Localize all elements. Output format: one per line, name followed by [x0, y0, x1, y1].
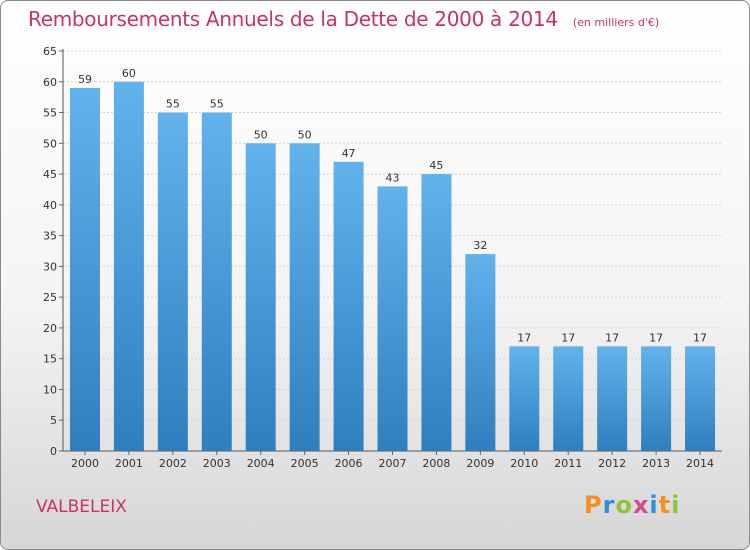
data-label: 55 — [210, 98, 224, 111]
y-tick-label: 55 — [43, 107, 57, 120]
y-tick-label: 30 — [43, 260, 57, 273]
bar-layer — [69, 81, 716, 452]
label-layer: 59 60 55 55 50 50 47 43 45 32 17 17 17 17 17 — [78, 67, 707, 345]
x-tick-label: 2013 — [642, 457, 670, 470]
chart-title: Remboursements Annuels de la Dette de 20… — [28, 7, 558, 31]
y-tick-label: 25 — [43, 291, 57, 304]
data-label: 59 — [78, 73, 92, 86]
brand-letter: i — [649, 491, 659, 519]
y-tick-label: 35 — [43, 230, 57, 243]
data-label: 17 — [649, 331, 663, 344]
brand-letter: x — [632, 491, 650, 519]
bar — [113, 81, 144, 452]
y-tick-label: 40 — [43, 199, 57, 212]
commune-name: VALBELEIX — [36, 497, 127, 517]
x-tick-label: 2011 — [554, 457, 582, 470]
x-tick-label: 2000 — [71, 457, 99, 470]
x-tick-label: 2005 — [291, 457, 319, 470]
brand-letter: t — [658, 491, 672, 519]
bar — [377, 186, 408, 451]
y-tick-label: 5 — [50, 414, 57, 427]
bar — [69, 87, 100, 451]
bar — [553, 346, 584, 451]
title-row: Remboursements Annuels de la Dette de 20… — [28, 7, 659, 31]
y-tick-label: 60 — [43, 76, 57, 89]
bar — [201, 112, 232, 452]
data-label: 60 — [122, 67, 136, 80]
y-tick-label: 20 — [43, 322, 57, 335]
data-label: 50 — [298, 128, 312, 141]
data-label: 45 — [429, 159, 443, 172]
bar — [333, 161, 364, 451]
x-tick-label: 2003 — [203, 457, 231, 470]
x-tick-label: 2010 — [510, 457, 538, 470]
bar — [641, 346, 672, 451]
y-tick-label: 0 — [50, 445, 57, 458]
data-label: 32 — [473, 239, 487, 252]
data-label: 43 — [386, 171, 400, 184]
data-label: 17 — [561, 331, 575, 344]
y-tick-label: 50 — [43, 137, 57, 150]
x-tick-label: 2012 — [598, 457, 626, 470]
data-label: 17 — [605, 331, 619, 344]
bar — [685, 346, 716, 451]
data-label: 55 — [166, 98, 180, 111]
bar — [597, 346, 628, 451]
x-tick-label: 2004 — [247, 457, 275, 470]
data-label: 17 — [693, 331, 707, 344]
bar — [289, 143, 320, 452]
brand-letter: i — [671, 491, 681, 519]
chart-subtitle: (en milliers d'€) — [572, 16, 660, 29]
y-tick-label: 10 — [43, 383, 57, 396]
axis-layer: 0 5 10 15 20 25 30 35 40 45 50 55 60 65 2000 2001 2002 20… — [43, 45, 722, 470]
x-tick-label: 2008 — [422, 457, 450, 470]
brand-logo: Proxiti — [584, 491, 680, 519]
y-tick-label: 15 — [43, 353, 57, 366]
y-tick-label: 65 — [43, 45, 57, 58]
x-tick-label: 2014 — [686, 457, 714, 470]
x-tick-label: 2002 — [159, 457, 187, 470]
bar — [465, 254, 496, 451]
data-label: 50 — [254, 128, 268, 141]
y-tick-label: 45 — [43, 168, 57, 181]
bar — [509, 346, 540, 451]
bar — [245, 143, 276, 452]
x-tick-label: 2009 — [466, 457, 494, 470]
brand-letter: P — [584, 491, 603, 519]
bar — [157, 112, 188, 452]
data-label: 47 — [342, 147, 356, 160]
brand-letter: o — [615, 491, 633, 519]
x-tick-label: 2001 — [115, 457, 143, 470]
brand-letter: r — [602, 491, 616, 519]
x-tick-label: 2006 — [335, 457, 363, 470]
x-tick-label: 2007 — [379, 457, 407, 470]
bar — [421, 174, 452, 452]
data-label: 17 — [517, 331, 531, 344]
